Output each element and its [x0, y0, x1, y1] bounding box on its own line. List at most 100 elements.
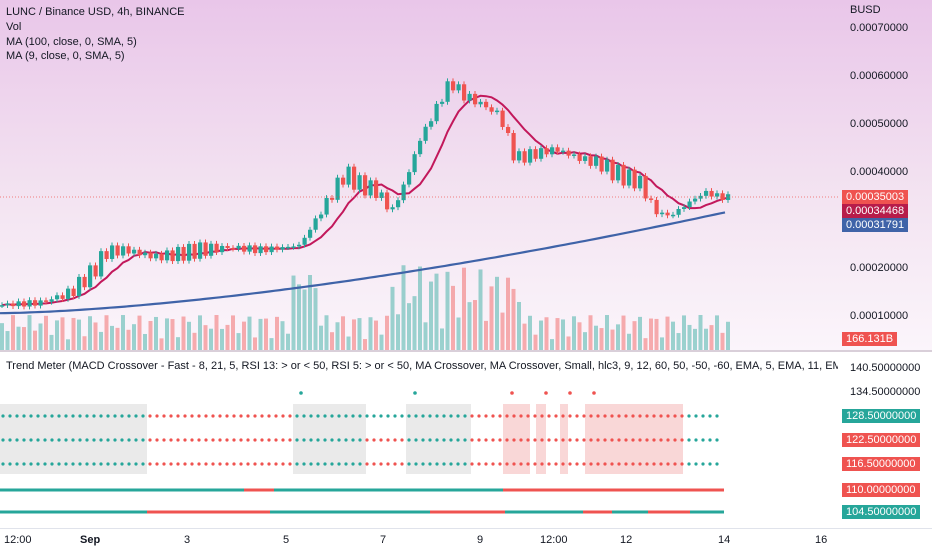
trend-dot — [477, 438, 481, 442]
trend-dot — [162, 438, 166, 442]
volume-bar — [110, 325, 114, 350]
price-scale[interactable]: BUSD 0.00070000 0.00060000 0.00050000 0.… — [840, 0, 932, 350]
volume-legend[interactable]: Vol — [6, 21, 22, 33]
pane-separator[interactable] — [0, 350, 932, 352]
trend-dot — [155, 414, 159, 418]
candle-body — [236, 245, 241, 249]
volume-bar — [451, 285, 455, 350]
candle-body — [484, 101, 489, 108]
trend-dot — [694, 414, 698, 418]
trend-dot — [687, 438, 691, 442]
trend-dot — [43, 414, 47, 418]
candle-body — [473, 93, 478, 105]
last-price-tag: 0.00035003 — [842, 190, 909, 204]
price-tick: 0.00050000 — [850, 118, 909, 130]
trend-dot — [638, 438, 642, 442]
volume-bar — [335, 322, 340, 350]
volume-bar — [286, 333, 290, 350]
volume-bar — [143, 333, 147, 350]
volume-bar — [489, 286, 494, 350]
trend-dot — [393, 462, 397, 466]
volume-bar — [324, 315, 329, 350]
candle-body — [297, 244, 302, 247]
trend-meter-canvas[interactable] — [0, 352, 840, 528]
trend-dot — [442, 414, 446, 418]
candle-body — [209, 243, 214, 256]
candle-body — [462, 84, 467, 101]
trend-dot — [99, 414, 103, 418]
trend-dot — [603, 438, 607, 442]
candle-body — [104, 251, 109, 259]
candle-body — [170, 250, 175, 262]
trend-dot — [246, 414, 250, 418]
candle-body — [247, 245, 252, 252]
trend-dot — [568, 414, 572, 418]
ma9-line — [1, 94, 729, 307]
trend-dot — [386, 414, 390, 418]
volume-bar — [258, 318, 263, 350]
trend-dot — [295, 462, 299, 466]
time-axis[interactable]: 12:00 Sep 3 5 7 9 12:00 12 14 16 — [0, 528, 840, 551]
trend-dot — [456, 414, 460, 418]
symbol-legend[interactable]: LUNC / Binance USD, 4h, BINANCE — [6, 6, 185, 18]
candle-body — [231, 248, 236, 250]
price-chart-pane[interactable]: LUNC / Binance USD, 4h, BINANCE Vol MA (… — [0, 0, 840, 350]
volume-bar — [495, 276, 499, 350]
trend-meter-legend[interactable]: Trend Meter (MACD Crossover - Fast - 8, … — [6, 360, 838, 372]
price-tick: 0.00010000 — [850, 310, 909, 322]
trend-dot — [442, 462, 446, 466]
volume-bar — [594, 325, 598, 350]
trend-dot — [309, 438, 313, 442]
trend-dot — [253, 462, 257, 466]
trend-meter-pane[interactable]: Trend Meter (MACD Crossover - Fast - 8, … — [0, 352, 840, 528]
trend-dot — [610, 438, 614, 442]
ma9-legend[interactable]: MA (9, close, 0, SMA, 5) — [6, 50, 125, 62]
candle-body — [264, 246, 269, 253]
volume-bar — [456, 317, 461, 350]
volume-bar — [528, 315, 532, 350]
trend-dot — [708, 414, 712, 418]
candle-body — [115, 245, 120, 256]
trend-tag-1: 128.50000000 — [842, 409, 921, 423]
trend-dot — [456, 438, 460, 442]
trend-dot — [64, 414, 68, 418]
candle-body — [533, 149, 538, 159]
volume-bar — [599, 328, 604, 350]
trend-dot — [526, 438, 530, 442]
trend-dot — [323, 462, 327, 466]
volume-bar — [605, 315, 609, 350]
ma100-legend[interactable]: MA (100, close, 0, SMA, 5) — [6, 36, 137, 48]
trend-dot — [610, 414, 614, 418]
trend-dot — [624, 462, 628, 466]
trend-dot — [162, 414, 166, 418]
volume-bar — [429, 281, 433, 350]
trend-dot — [652, 462, 656, 466]
trend-dot — [106, 462, 110, 466]
volume-bar — [82, 336, 87, 350]
trend-dot — [43, 462, 47, 466]
trend-dot — [204, 462, 208, 466]
trend-dot — [631, 414, 635, 418]
trend-dot — [162, 462, 166, 466]
candle-body — [434, 103, 439, 122]
trend-dot — [127, 438, 131, 442]
trend-dot — [533, 438, 537, 442]
volume-bar — [671, 321, 675, 350]
candle-body — [495, 110, 500, 113]
candle-body — [198, 242, 203, 259]
trend-dot — [512, 414, 516, 418]
volume-bar — [467, 302, 472, 350]
trend-dot — [141, 438, 145, 442]
candle-body — [599, 156, 604, 172]
trend-dot — [680, 414, 684, 418]
trend-dot — [589, 414, 593, 418]
volume-bar — [357, 318, 362, 350]
trend-dot — [470, 414, 474, 418]
trend-dot — [288, 414, 292, 418]
candle-body — [511, 132, 516, 161]
trend-dot — [379, 438, 383, 442]
price-chart-canvas[interactable] — [0, 0, 840, 350]
volume-bar — [22, 327, 26, 350]
trend-tag-5: 104.50000000 — [842, 505, 921, 519]
candle-body — [88, 265, 93, 288]
